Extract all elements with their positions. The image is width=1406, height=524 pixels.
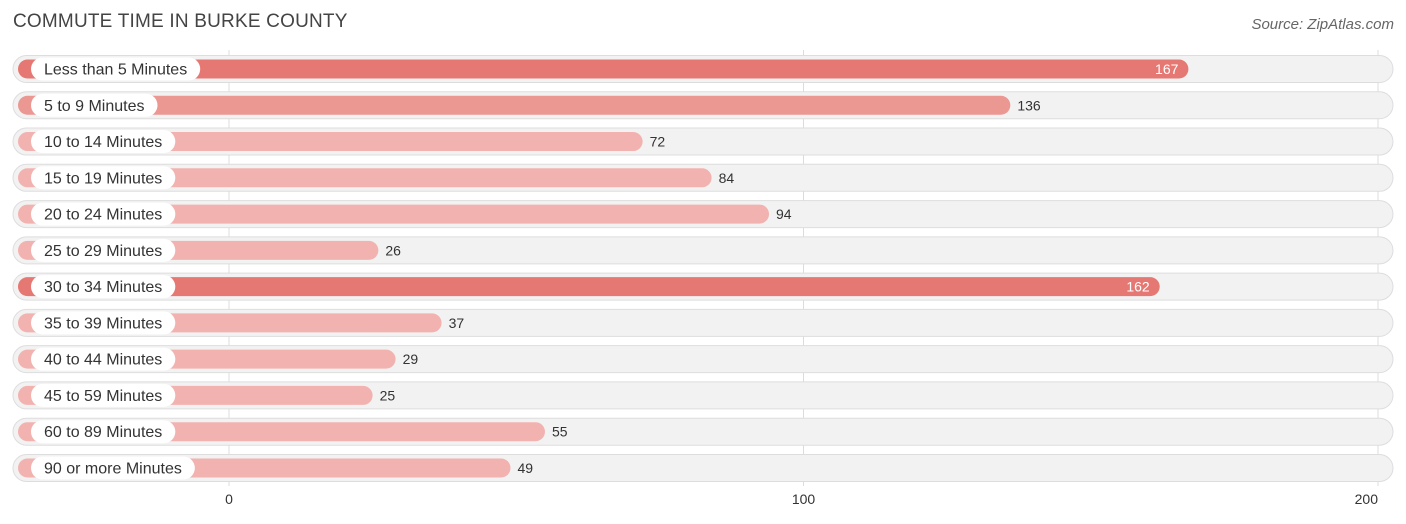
value-label: 136 [1017,97,1041,113]
category-label: Less than 5 Minutes [44,62,187,79]
bar-row: 30 to 34 Minutes 162 [18,275,1160,299]
grid-layer [228,50,1379,486]
category-label-pill [31,166,176,190]
bar[interactable] [18,168,712,188]
bar[interactable] [18,204,770,224]
rows-layer: Less than 5 Minutes 167 5 to 9 Minutes 136 1… [12,55,1394,482]
source-credit: Source: ZipAtlas.com [1251,16,1394,33]
category-label: 25 to 29 Minutes [44,243,162,260]
x-tick-label: 100 [792,491,816,507]
ticks-layer: 0 100 200 [225,491,1378,507]
value-label: 25 [380,387,396,403]
x-tick-label: 200 [1355,491,1379,507]
bar-row: 25 to 29 Minutes 26 [18,238,401,262]
bar-row: Less than 5 Minutes 167 [18,57,1189,81]
bar-row: 60 to 89 Minutes 55 [18,420,568,444]
category-label: 35 to 39 Minutes [44,315,162,332]
chart-title: COMMUTE TIME IN BURKE COUNTY [13,11,348,32]
bar-row: 10 to 14 Minutes 72 [18,130,666,154]
bar-row: 15 to 19 Minutes 84 [18,166,735,190]
category-label: 40 to 44 Minutes [44,352,162,369]
value-label: 94 [776,206,792,222]
value-label: 29 [403,351,419,367]
category-label: 10 to 14 Minutes [44,134,162,151]
category-label: 20 to 24 Minutes [44,207,162,224]
value-label: 84 [719,170,735,186]
bar[interactable] [18,277,1160,297]
category-label: 15 to 19 Minutes [44,170,162,187]
value-label: 72 [650,134,666,150]
category-label-pill [31,275,176,299]
category-label: 45 to 59 Minutes [44,388,162,405]
bar[interactable] [18,95,1011,115]
category-label-pill [31,57,201,81]
value-label: 55 [552,424,568,440]
category-label-pill [31,311,176,335]
category-label-pill [31,383,176,407]
bar-row: 40 to 44 Minutes 29 [18,347,419,371]
bar-row: 45 to 59 Minutes 25 [18,383,396,407]
bar-row: 20 to 24 Minutes 94 [18,202,792,226]
category-label-pill [31,347,176,371]
bar-row: 5 to 9 Minutes 136 [18,93,1041,117]
category-label: 30 to 34 Minutes [44,279,162,296]
bar[interactable] [18,59,1189,79]
category-label-pill [31,202,176,226]
bar-row: 90 or more Minutes 49 [18,456,534,480]
value-label: 49 [518,460,534,476]
bar-row: 35 to 39 Minutes 37 [18,311,465,335]
category-label: 60 to 89 Minutes [44,424,162,441]
category-label-pill [31,130,176,154]
value-label: 37 [449,315,465,331]
category-label-pill [31,93,158,117]
category-label-pill [31,420,176,444]
value-label: 26 [385,242,401,258]
x-tick-label: 0 [225,491,233,507]
value-label: 162 [1126,279,1150,295]
category-label-pill [31,456,195,480]
category-label: 5 to 9 Minutes [44,98,145,115]
category-label-pill [31,238,176,262]
category-label: 90 or more Minutes [44,460,182,477]
value-label: 167 [1155,61,1179,77]
